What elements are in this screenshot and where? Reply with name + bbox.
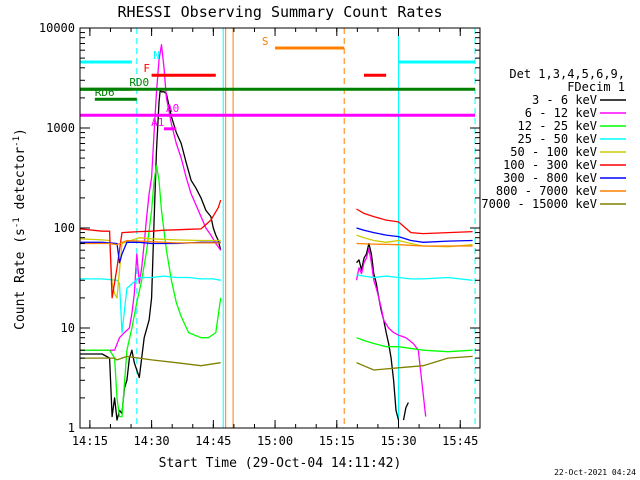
y-axis-label-exp: -1 — [12, 136, 22, 147]
y-axis-ticks: 1 10 100 1000 10000 — [39, 21, 480, 435]
flag-label: F — [143, 62, 150, 75]
series-line-800-7000-kev — [356, 242, 473, 247]
flag-label: RD6 — [95, 86, 115, 99]
series-line-25-50-kev — [80, 275, 221, 334]
y-axis-label-part: ) — [13, 128, 28, 136]
flag-label: RD0 — [129, 76, 149, 89]
legend-entry-label: 800 - 7000 keV — [496, 184, 597, 198]
x-tick-label: 15:45 — [442, 434, 478, 448]
flag-label: N — [153, 49, 160, 62]
x-tick-label: 14:15 — [72, 434, 108, 448]
flag-label: A1 — [151, 116, 164, 129]
legend-entry-label: 25 - 50 keV — [518, 132, 597, 146]
flag-label: S — [262, 35, 269, 48]
generation-timestamp: 22-Oct-2021 04:24 — [554, 468, 636, 477]
y-tick-label: 10 — [61, 321, 75, 335]
y-axis-label-exp: -1 — [12, 217, 22, 228]
legend-header-line-2: FDecim 1 — [567, 80, 625, 94]
series-line-6-12-kev — [355, 248, 427, 417]
series-line-50-100-kev — [80, 237, 221, 299]
legend-entry-label: 100 - 300 keV — [503, 158, 597, 172]
y-axis-label-part: Count Rate (s — [13, 228, 28, 330]
y-axis-label-part: detector — [13, 147, 28, 218]
series-line-800-7000-kev — [80, 239, 221, 246]
legend-entry-label: 6 - 12 keV — [525, 106, 597, 120]
legend-entry-label: 300 - 800 keV — [503, 171, 597, 185]
x-axis-ticks: 14:15 14:30 14:45 15:00 15:15 15:30 15:45 — [72, 28, 478, 448]
series-line-7000-15000-kev — [356, 355, 473, 371]
x-tick-label: 15:30 — [380, 434, 416, 448]
series-line-300-800-kev — [356, 227, 473, 243]
x-tick-label: 15:15 — [319, 434, 355, 448]
x-tick-label: 14:30 — [134, 434, 170, 448]
plot-area — [80, 28, 476, 428]
x-tick-label: 14:45 — [195, 434, 231, 448]
x-axis-label: Start Time (29-Oct-04 14:11:42) — [159, 456, 402, 471]
legend-entry-label: 3 - 6 keV — [532, 93, 597, 107]
y-axis-label: Count Rate (s-1 detector-1) — [12, 128, 28, 330]
series-line-6-12-kev — [80, 44, 222, 351]
series-line-100-300-kev — [356, 208, 473, 235]
series-line-12-25-kev — [356, 337, 473, 353]
y-tick-label: 1 — [68, 421, 75, 435]
y-tick-label: 100 — [53, 221, 75, 235]
legend-entry-label: 12 - 25 keV — [518, 119, 597, 133]
series-line-3-6-kev — [402, 402, 409, 421]
legend-entry-label: 7000 - 15000 keV — [481, 197, 597, 211]
series-line-100-300-kev — [80, 199, 222, 299]
legend-header-line-1: Det 1,3,4,5,6,9, — [509, 67, 625, 81]
y-tick-label: 10000 — [39, 21, 75, 35]
series-line-3-6-kev — [80, 89, 222, 421]
flag-label: A0 — [166, 102, 179, 115]
series-line-12-25-kev — [80, 165, 222, 418]
y-tick-label: 1000 — [46, 121, 75, 135]
plot-frame — [79, 27, 481, 429]
chart-title: RHESSI Observing Summary Count Rates — [117, 3, 442, 21]
legend-entry-label: 50 - 100 keV — [510, 145, 597, 159]
series-line-7000-15000-kev — [80, 355, 221, 367]
series-line-25-50-kev — [356, 274, 473, 281]
x-tick-label: 15:00 — [257, 434, 293, 448]
